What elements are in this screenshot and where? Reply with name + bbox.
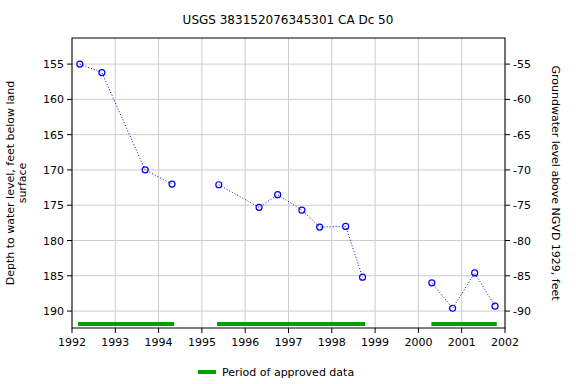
tick-label: 2000: [404, 336, 432, 349]
tick: [505, 134, 510, 135]
tick: [288, 328, 289, 333]
tick-label: 190: [43, 305, 64, 318]
grid-line: [375, 38, 376, 328]
tick-label: 2002: [491, 336, 519, 349]
tick: [505, 311, 510, 312]
tick: [115, 328, 116, 333]
data-point: [450, 305, 456, 311]
tick: [505, 275, 510, 276]
grid-line: [201, 38, 202, 328]
y2-axis-label: Groundwater level above NGVD 1929, feet: [549, 65, 562, 301]
grid-line: [72, 240, 505, 241]
tick: [72, 328, 73, 333]
y-axis-label-line: surface: [16, 162, 29, 203]
grid-line: [115, 38, 116, 328]
data-point: [492, 303, 498, 309]
tick: [505, 99, 510, 100]
data-point: [256, 204, 262, 210]
data-point: [429, 280, 435, 286]
grid-line: [245, 38, 246, 328]
tick-label: -75: [513, 199, 531, 212]
tick-label: -60: [513, 93, 531, 106]
grid-line: [72, 205, 505, 206]
tick: [67, 134, 72, 135]
tick-label: 1995: [188, 336, 216, 349]
tick-label: 185: [43, 270, 64, 283]
plot-area: [77, 61, 498, 324]
tick: [331, 328, 332, 333]
grid-line: [461, 38, 462, 328]
chart: USGS 383152076345301 CA Dc 50 1992 1993 199…: [0, 0, 576, 384]
tick-label: -80: [513, 235, 531, 248]
tick: [461, 328, 462, 333]
tick: [505, 205, 510, 206]
tick: [67, 64, 72, 65]
tick-label: 1996: [231, 336, 259, 349]
tick: [505, 240, 510, 241]
tick-label: 1992: [58, 336, 86, 349]
tick: [67, 205, 72, 206]
grid-line: [72, 134, 505, 135]
tick-label: 1997: [275, 336, 303, 349]
data-point: [299, 207, 305, 213]
grid-line: [331, 38, 332, 328]
title: USGS 383152076345301 CA Dc 50: [183, 13, 394, 27]
data-point: [360, 274, 366, 280]
approved-period: [431, 322, 496, 326]
legend-label: Period of approved data: [222, 366, 354, 379]
tick: [67, 311, 72, 312]
grid-line: [72, 169, 505, 170]
grid-line: [72, 311, 505, 312]
data-point: [169, 181, 175, 187]
tick: [245, 328, 246, 333]
grid-line: [158, 38, 159, 328]
tick-label: 2001: [448, 336, 476, 349]
tick-label: 155: [43, 58, 64, 71]
tick: [67, 99, 72, 100]
grid-line: [72, 275, 505, 276]
tick-label: 1994: [145, 336, 173, 349]
tick: [67, 275, 72, 276]
tick-label: 1993: [101, 336, 129, 349]
legend-swatch: [198, 370, 216, 374]
data-point: [275, 192, 281, 198]
tick: [158, 328, 159, 333]
data-point: [142, 167, 148, 173]
tick: [505, 328, 506, 333]
series-line: [80, 64, 495, 308]
grid-line: [418, 38, 419, 328]
tick-label: 180: [43, 235, 64, 248]
tick-label: 160: [43, 93, 64, 106]
tick: [505, 64, 510, 65]
tick: [505, 169, 510, 170]
tick-label: 1999: [361, 336, 389, 349]
approved-period: [78, 322, 174, 326]
grid-line: [72, 99, 505, 100]
tick-label: 175: [43, 199, 64, 212]
data-point: [317, 224, 323, 230]
tick-label: 165: [43, 129, 64, 142]
y-axis-label: Depth to water level, feet below landsur…: [4, 81, 29, 286]
tick-label: -90: [513, 305, 531, 318]
tick: [418, 328, 419, 333]
data-point: [343, 223, 349, 229]
grid-line: [288, 38, 289, 328]
data-point: [77, 61, 83, 67]
tick-label: -70: [513, 164, 531, 177]
tick-label: -65: [513, 129, 531, 142]
tick: [67, 169, 72, 170]
grid-line: [72, 64, 505, 65]
tick-label: 1998: [318, 336, 346, 349]
plot-frame: [72, 38, 505, 328]
tick: [201, 328, 202, 333]
tick: [375, 328, 376, 333]
tick-label: 170: [43, 164, 64, 177]
tick-label: -85: [513, 270, 531, 283]
data-point: [472, 270, 478, 276]
data-point: [216, 182, 222, 188]
approved-period: [217, 322, 365, 326]
tick: [67, 240, 72, 241]
data-point: [99, 70, 105, 76]
tick-label: -55: [513, 58, 531, 71]
